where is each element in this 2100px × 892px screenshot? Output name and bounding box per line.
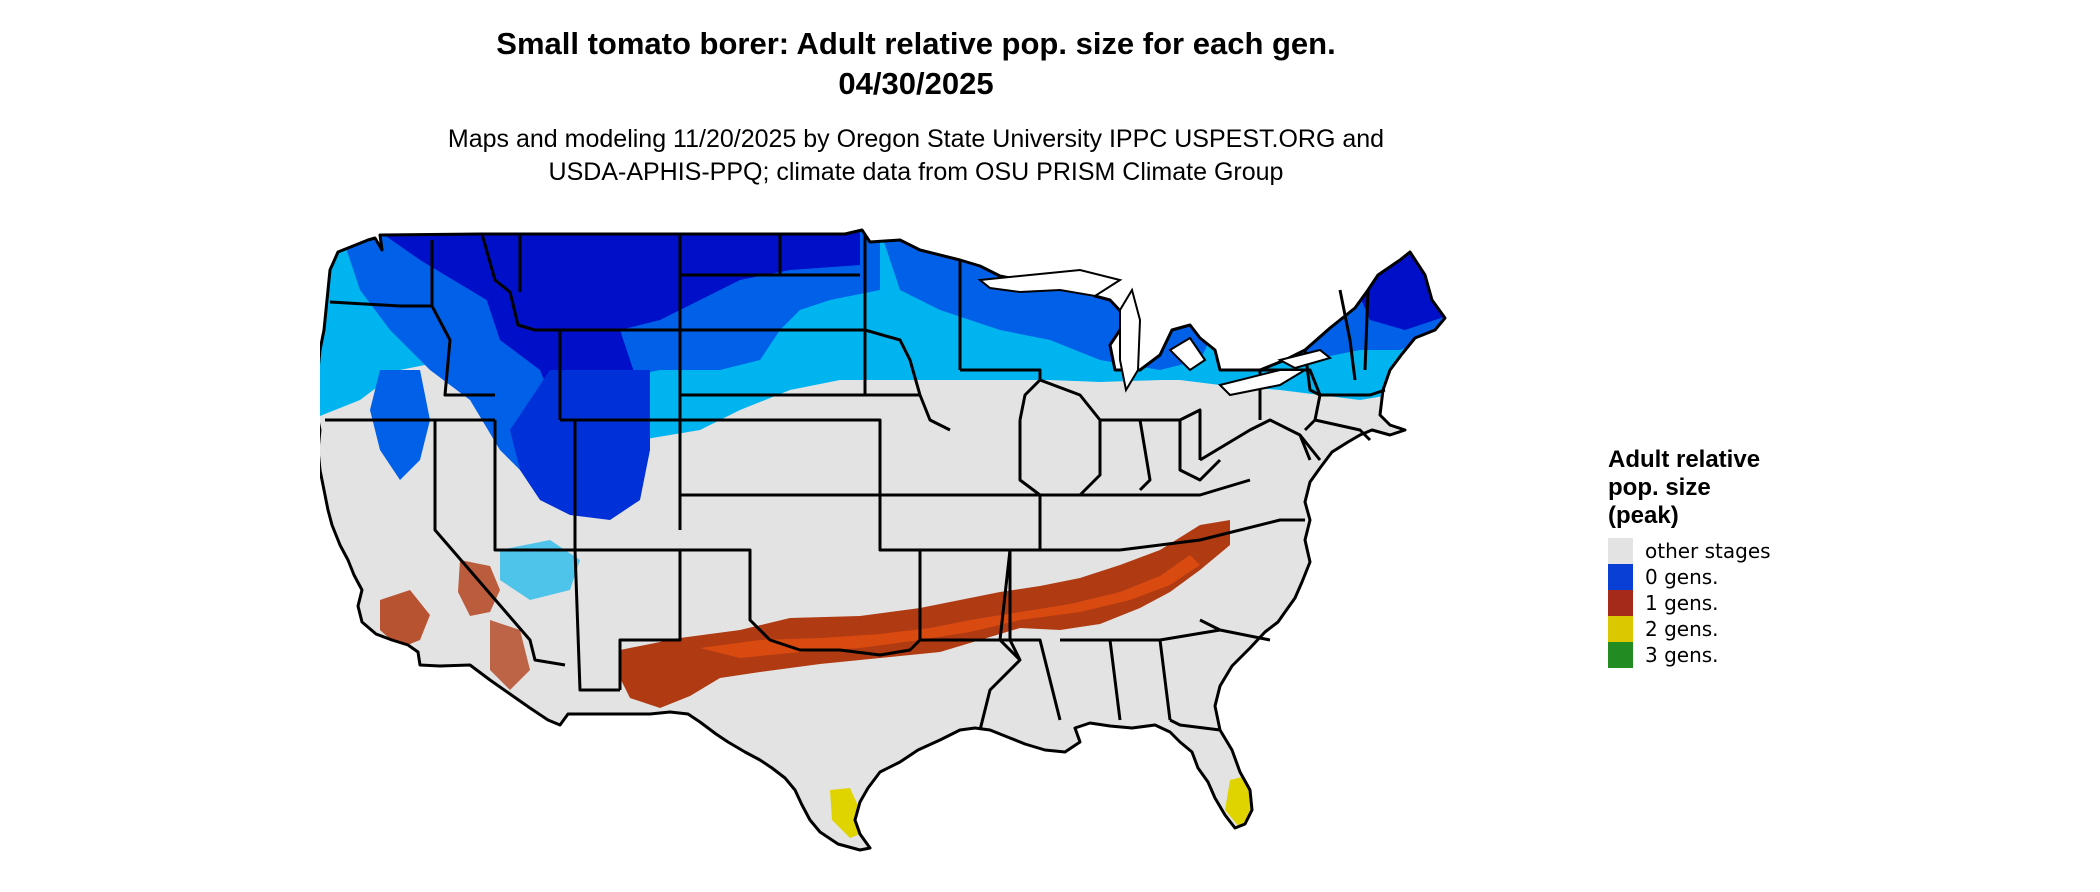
legend-item-1-gens: 1 gens. (1608, 590, 1868, 616)
legend-label: 0 gens. (1645, 565, 1719, 589)
map-credits-line-1: Maps and modeling 11/20/2025 by Oregon S… (447, 125, 1385, 153)
legend-label: other stages (1645, 539, 1771, 563)
legend-swatch (1608, 590, 1633, 616)
us-map (320, 220, 1580, 890)
map-credits-line-2: USDA-APHIS-PPQ; climate data from OSU PR… (548, 158, 1284, 186)
two-gen-region (830, 775, 1260, 838)
legend-item-3-gens: 3 gens. (1608, 642, 1868, 668)
legend: Adult relative pop. size (peak) other st… (1608, 446, 1868, 668)
legend-item-other-stages: other stages (1608, 538, 1868, 564)
legend-items: other stages 0 gens. 1 gens. 2 gens. 3 g… (1608, 538, 1868, 668)
one-gen-region (380, 520, 1230, 708)
legend-swatch (1608, 564, 1633, 590)
legend-item-0-gens: 0 gens. (1608, 564, 1868, 590)
legend-swatch (1608, 538, 1633, 564)
legend-label: 1 gens. (1645, 591, 1719, 615)
legend-title-line: (peak) (1608, 502, 1679, 529)
us-map-svg (320, 228, 1447, 852)
legend-label: 3 gens. (1645, 643, 1719, 667)
legend-title: Adult relative pop. size (peak) (1608, 446, 1868, 530)
legend-title-line: pop. size (1608, 474, 1711, 501)
map-date: 04/30/2025 (838, 66, 994, 101)
legend-label: 2 gens. (1645, 617, 1719, 641)
legend-item-2-gens: 2 gens. (1608, 616, 1868, 642)
legend-swatch (1608, 642, 1633, 668)
state-borders (320, 228, 1447, 852)
map-title: Small tomato borer: Adult relative pop. … (496, 26, 1336, 61)
great-lakes (977, 268, 1333, 397)
legend-swatch (1608, 616, 1633, 642)
legend-title-line: Adult relative (1608, 446, 1761, 473)
